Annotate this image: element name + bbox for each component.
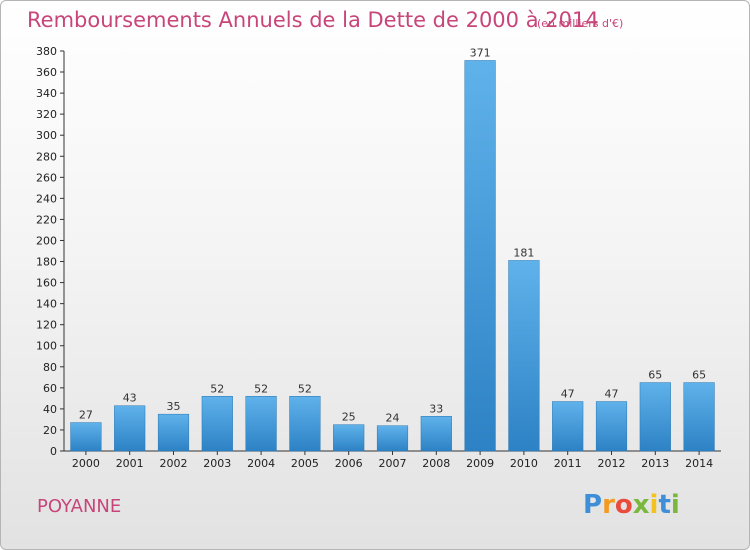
- data-label: 181: [513, 246, 534, 259]
- y-tick-label: 60: [43, 382, 57, 395]
- data-label: 47: [561, 388, 575, 401]
- bar: [70, 422, 102, 452]
- data-label: 24: [386, 412, 400, 425]
- data-label: 371: [470, 46, 491, 59]
- data-label: 52: [210, 382, 224, 395]
- data-label: 65: [692, 369, 706, 382]
- data-label: 47: [605, 388, 619, 401]
- x-tick-label: 2005: [291, 457, 319, 470]
- x-tick-label: 2013: [641, 457, 669, 470]
- y-tick-label: 20: [43, 424, 57, 437]
- y-tick-label: 340: [36, 87, 57, 100]
- data-label: 52: [298, 382, 312, 395]
- bar: [157, 413, 190, 452]
- data-label: 43: [123, 392, 137, 405]
- x-tick-label: 2011: [554, 457, 582, 470]
- chart-unit-label: (en milliers d'€): [537, 17, 624, 30]
- data-label: 27: [79, 409, 93, 422]
- bar: [683, 382, 715, 452]
- bars: [70, 60, 715, 452]
- data-label: 33: [429, 402, 443, 415]
- y-tick-label: 320: [36, 108, 57, 121]
- bar: [595, 401, 628, 452]
- y-tick-label: 300: [36, 129, 57, 142]
- y-tick-label: 100: [36, 340, 57, 353]
- logo-letter: r: [602, 490, 615, 520]
- x-tick-label: 2003: [203, 457, 231, 470]
- y-tick-label: 380: [36, 45, 57, 58]
- x-tick-label: 2004: [247, 457, 275, 470]
- x-tick-label: 2012: [598, 457, 626, 470]
- logo-letter: i: [670, 490, 680, 520]
- x-axis: 2000 2001 2002 2003 2004 2005 2006 2007 2008 2009…: [64, 450, 721, 470]
- x-tick-label: 2009: [466, 457, 494, 470]
- data-label: 35: [167, 400, 181, 413]
- y-axis: 0 20 40 60 80 100 120 140 160 180 200 220 240 260 280 3…: [36, 45, 65, 458]
- y-tick-label: 160: [36, 277, 57, 290]
- x-tick-label: 2010: [510, 457, 538, 470]
- bar: [333, 424, 365, 452]
- y-tick-label: 180: [36, 256, 57, 269]
- bar: [552, 401, 584, 452]
- city-name: POYANNE: [37, 496, 122, 517]
- bar: [508, 260, 540, 452]
- y-tick-label: 280: [36, 150, 57, 163]
- bar: [639, 382, 671, 452]
- logo-letter: P: [583, 490, 603, 520]
- data-label: 52: [254, 382, 268, 395]
- y-tick-label: 140: [36, 298, 57, 311]
- bar: [201, 396, 233, 452]
- y-tick-label: 80: [43, 361, 57, 374]
- x-tick-label: 2014: [685, 457, 713, 470]
- bar-chart: 0 20 40 60 80 100 120 140 160 180 200 220 240 260 280 3…: [36, 45, 721, 470]
- x-tick-label: 2008: [422, 457, 450, 470]
- data-label: 65: [648, 369, 662, 382]
- bar: [376, 425, 409, 452]
- y-tick-label: 0: [50, 445, 57, 458]
- data-labels: 27 43 35 52 52 52 25 24 33 371 181 47 47 65 65: [79, 46, 706, 424]
- bar: [245, 396, 277, 452]
- data-label: 25: [342, 411, 356, 424]
- y-tick-label: 260: [36, 171, 57, 184]
- x-tick-label: 2000: [72, 457, 100, 470]
- y-tick-label: 360: [36, 66, 57, 79]
- x-tick-label: 2006: [335, 457, 363, 470]
- x-tick-label: 2001: [116, 457, 144, 470]
- logo-letter: t: [658, 490, 671, 520]
- x-tick-label: 2002: [160, 457, 188, 470]
- y-tick-label: 200: [36, 234, 57, 247]
- logo-letter: i: [649, 490, 659, 520]
- bar: [289, 396, 321, 452]
- logo-letter: o: [614, 490, 633, 520]
- chart-title: Remboursements Annuels de la Dette de 20…: [27, 8, 599, 32]
- bar: [114, 405, 146, 452]
- y-tick-label: 120: [36, 319, 57, 332]
- y-tick-label: 40: [43, 403, 57, 416]
- logo-letter: x: [632, 490, 650, 520]
- x-tick-label: 2007: [379, 457, 407, 470]
- y-tick-label: 220: [36, 213, 57, 226]
- bar: [420, 416, 452, 452]
- proxiti-logo: Proxiti: [583, 490, 680, 520]
- y-tick-label: 240: [36, 192, 57, 205]
- bar: [464, 60, 496, 452]
